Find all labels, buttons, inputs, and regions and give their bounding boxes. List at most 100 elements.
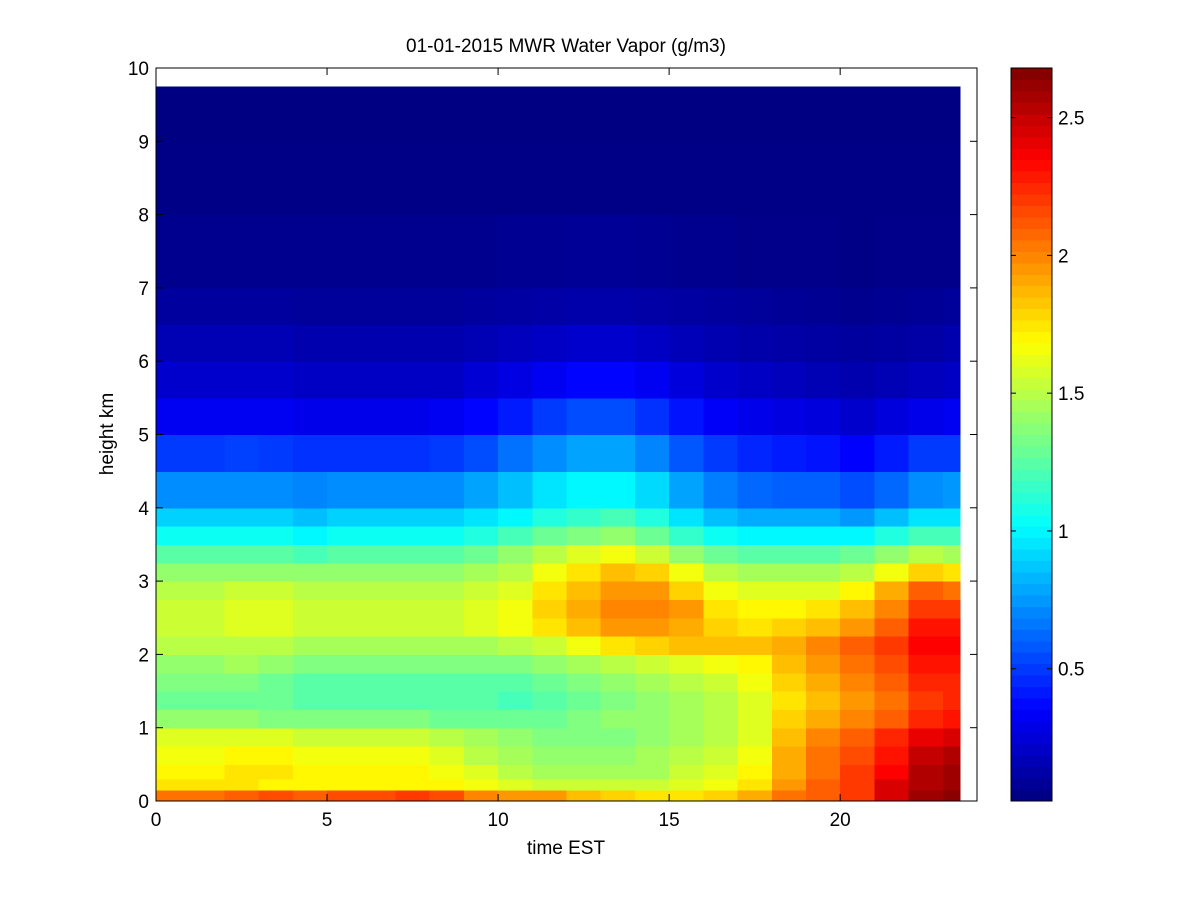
- heatmap-cell: [327, 599, 362, 619]
- heatmap-cell: [737, 544, 773, 564]
- colorbar-step: [1011, 159, 1052, 172]
- heatmap-cell: [600, 507, 636, 527]
- heatmap-cell: [566, 672, 602, 692]
- heatmap-cell: [327, 324, 362, 362]
- heatmap-cell: [156, 617, 191, 637]
- heatmap-cell: [190, 599, 226, 619]
- heatmap-cell: [156, 581, 191, 601]
- heatmap-cell: [361, 471, 397, 509]
- heatmap-cell: [669, 672, 704, 692]
- heatmap-cell: [874, 654, 910, 674]
- heatmap-cell: [327, 141, 362, 216]
- heatmap-cell: [258, 287, 294, 326]
- colorbar-step: [1011, 216, 1052, 229]
- heatmap-cell: [395, 397, 431, 436]
- heatmap-cell: [156, 526, 191, 546]
- heatmap-cell: [224, 709, 260, 729]
- heatmap-cell: [840, 654, 875, 674]
- heatmap-cell: [327, 434, 362, 472]
- heatmap-cell: [942, 581, 961, 601]
- heatmap-cell: [292, 636, 328, 655]
- heatmap-cell: [840, 790, 875, 802]
- heatmap-cell: [190, 141, 226, 216]
- heatmap-cell: [463, 434, 499, 472]
- heatmap-cell: [805, 764, 841, 780]
- heatmap-cell: [805, 636, 841, 655]
- heatmap-cell: [669, 599, 704, 619]
- heatmap-cell: [737, 746, 773, 765]
- heatmap-cell: [156, 361, 191, 399]
- heatmap-cell: [840, 617, 875, 637]
- heatmap-cell: [634, 654, 670, 674]
- colorbar-step: [1011, 583, 1052, 596]
- heatmap-cell: [224, 397, 260, 436]
- heatmap-cell: [395, 617, 431, 637]
- heatmap-cell: [498, 526, 533, 546]
- heatmap-cell: [840, 434, 875, 472]
- heatmap-cell: [566, 526, 602, 546]
- heatmap-cell: [566, 746, 602, 765]
- heatmap-cell: [463, 86, 499, 142]
- heatmap-cell: [327, 691, 362, 710]
- colorbar-step: [1011, 354, 1052, 367]
- colorbar-step: [1011, 365, 1052, 378]
- heatmap-cell: [566, 562, 602, 582]
- heatmap-cell: [942, 691, 961, 710]
- heatmap-cell: [258, 636, 294, 655]
- heatmap-cell: [498, 599, 533, 619]
- heatmap-cell: [361, 746, 397, 765]
- heatmap-cell: [942, 507, 961, 527]
- heatmap-cell: [361, 214, 397, 289]
- heatmap-cell: [874, 709, 910, 729]
- heatmap-cell: [258, 691, 294, 710]
- heatmap-cell: [429, 141, 465, 216]
- heatmap-cell: [224, 141, 260, 216]
- heatmap-cell: [532, 141, 568, 216]
- colorbar-step: [1011, 709, 1052, 722]
- heatmap-cell: [463, 599, 499, 619]
- heatmap-cell: [258, 86, 294, 142]
- heatmap-cell: [498, 562, 533, 582]
- heatmap-cell: [669, 727, 704, 747]
- y-tick-label: 3: [138, 572, 149, 593]
- heatmap-cell: [463, 507, 499, 527]
- heatmap-cell: [634, 617, 670, 637]
- y-tick-label: 0: [138, 792, 149, 813]
- heatmap-cell: [669, 526, 704, 546]
- heatmap-cell: [874, 434, 910, 472]
- heatmap-cell: [395, 727, 431, 747]
- heatmap-cell: [190, 361, 226, 399]
- heatmap-cell: [224, 544, 260, 564]
- heatmap-cell: [737, 672, 773, 692]
- heatmap-cell: [805, 654, 841, 674]
- colorbar-step: [1011, 411, 1052, 424]
- heatmap-cell: [737, 709, 773, 729]
- heatmap-cell: [566, 287, 602, 326]
- heatmap-cell: [840, 746, 875, 765]
- heatmap-cell: [737, 581, 773, 601]
- heatmap-cell: [703, 727, 739, 747]
- heatmap-cell: [463, 287, 499, 326]
- heatmap-cell: [805, 672, 841, 692]
- heatmap-cell: [703, 214, 739, 289]
- heatmap-cell: [805, 214, 841, 289]
- heatmap-cell: [429, 779, 465, 791]
- heatmap-cell: [600, 397, 636, 436]
- heatmap-cell: [258, 654, 294, 674]
- heatmap-cell: [737, 324, 773, 362]
- heatmap-cell: [634, 691, 670, 710]
- heatmap-cell: [805, 434, 841, 472]
- colorbar-step: [1011, 79, 1052, 92]
- heatmap-cell: [292, 779, 328, 791]
- heatmap-cell: [840, 727, 875, 747]
- heatmap-cell: [908, 709, 944, 729]
- heatmap-cell: [600, 581, 636, 601]
- heatmap-cell: [874, 214, 910, 289]
- heatmap-cell: [908, 86, 944, 142]
- colorbar-step: [1011, 182, 1052, 195]
- heatmap-cell: [703, 636, 739, 655]
- heatmap-cell: [703, 654, 739, 674]
- heatmap-cell: [156, 214, 191, 289]
- heatmap-cell: [669, 397, 704, 436]
- heatmap-cell: [224, 764, 260, 780]
